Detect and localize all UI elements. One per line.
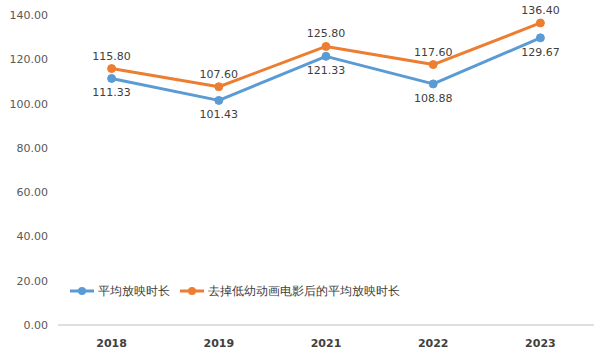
- legend-marker: [188, 287, 196, 295]
- point: [536, 34, 544, 42]
- y-tick-label: 0.00: [24, 319, 49, 332]
- x-tick-label: 2023: [525, 337, 556, 350]
- x-tick-label: 2021: [311, 337, 342, 350]
- data-label: 117.60: [414, 46, 453, 59]
- point: [322, 42, 330, 50]
- x-tick-label: 2022: [418, 337, 449, 350]
- y-tick-label: 60.00: [17, 186, 49, 199]
- data-label: 101.43: [200, 108, 239, 121]
- point: [429, 80, 437, 88]
- data-label: 111.33: [92, 86, 131, 99]
- point: [322, 52, 330, 60]
- data-label: 125.80: [307, 27, 346, 40]
- point: [429, 61, 437, 69]
- legend-label: 去掉低幼动画电影后的平均放映时长: [208, 284, 400, 298]
- data-label: 115.80: [92, 50, 131, 63]
- x-axis: [58, 325, 594, 326]
- data-label: 136.40: [521, 4, 560, 17]
- y-tick-label: 140.00: [10, 9, 49, 22]
- data-label: 107.60: [200, 68, 239, 81]
- point: [215, 96, 223, 104]
- data-label: 129.67: [521, 46, 560, 59]
- y-tick-label: 40.00: [17, 230, 49, 243]
- point: [536, 19, 544, 27]
- point: [108, 74, 116, 82]
- point: [215, 83, 223, 91]
- legend-label: 平均放映时长: [98, 284, 170, 298]
- y-tick-label: 20.00: [17, 275, 49, 288]
- y-tick-label: 120.00: [10, 53, 49, 66]
- x-tick-label: 2019: [203, 337, 234, 350]
- point: [108, 65, 116, 73]
- chart: 0.00 20.00 40.00 60.00 80.00 100.00 120.00 140.…: [0, 0, 602, 362]
- x-tick-label: 2018: [96, 337, 127, 350]
- plot-marks: [108, 19, 545, 104]
- data-label: 108.88: [414, 92, 453, 105]
- y-tick-label: 100.00: [10, 98, 49, 111]
- y-tick-label: 80.00: [17, 142, 49, 155]
- series-line: [112, 23, 541, 87]
- data-label: 121.33: [307, 64, 346, 77]
- legend-marker: [78, 287, 86, 295]
